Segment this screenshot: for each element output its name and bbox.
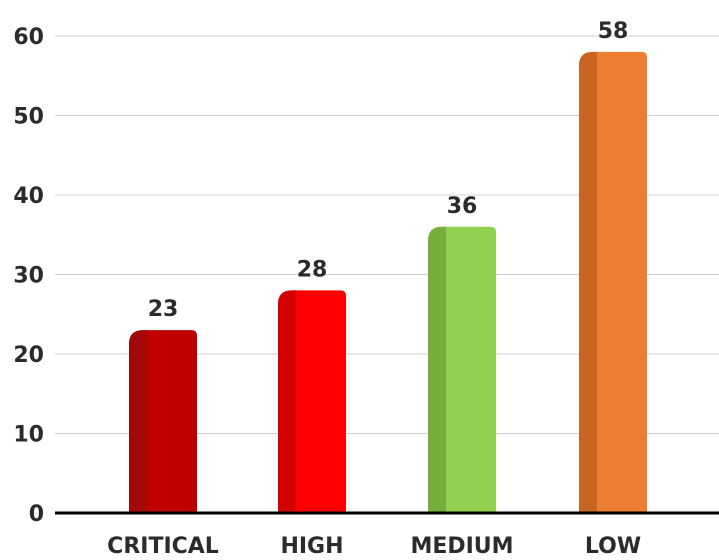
y-tick-label: 0: [29, 502, 44, 527]
labels: 0 10 20 30 40 50 60 23 CRITICAL 28 HIGH 36 MEDIUM 58 L…: [13, 19, 641, 559]
bar-shade-critical: [129, 330, 147, 513]
x-category-label: CRITICAL: [107, 534, 219, 559]
y-tick-label: 20: [13, 343, 44, 368]
bar-shade-high: [278, 290, 296, 513]
data-label-critical: 23: [148, 297, 179, 322]
y-tick-label: 40: [13, 184, 44, 209]
y-tick-label: 30: [13, 264, 44, 289]
x-category-label: HIGH: [280, 534, 343, 559]
y-tick-label: 60: [13, 25, 44, 50]
bars: [129, 51, 647, 514]
data-label-high: 28: [297, 257, 328, 282]
y-tick-label: 50: [13, 105, 44, 130]
data-label-low: 58: [598, 19, 629, 44]
y-tick-label: 10: [13, 423, 44, 448]
bar-shade-low: [579, 51, 597, 514]
x-category-label: LOW: [585, 534, 641, 559]
data-label-medium: 36: [447, 194, 478, 219]
bar-shade-medium: [428, 226, 446, 514]
x-category-label: MEDIUM: [410, 534, 513, 559]
